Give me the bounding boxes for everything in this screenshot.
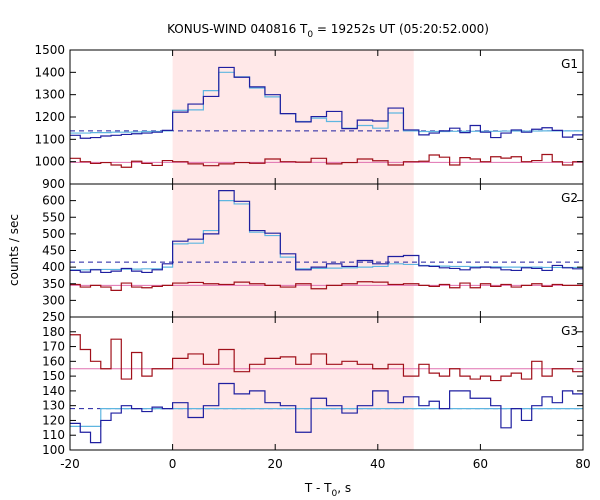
g3-ytick-label: 170 — [42, 340, 65, 354]
plot-layer: 900100011001200130014001500G125030035040… — [34, 43, 590, 471]
x-axis-label-main: T - T — [304, 481, 332, 495]
g1-ytick-label: 1100 — [34, 132, 65, 146]
g3-ytick-label: 150 — [42, 369, 65, 383]
g1-ytick-label: 1500 — [34, 43, 65, 57]
g2-ytick-label: 300 — [42, 293, 65, 307]
g3-frame — [69, 316, 584, 451]
y-axis-label: counts / sec — [7, 214, 21, 286]
xtick-label: 40 — [370, 457, 385, 471]
panel-label-g3: G3 — [561, 324, 578, 338]
g2-ytick-label: 350 — [42, 277, 65, 291]
g1-ytick-label: 1300 — [34, 88, 65, 102]
g3-ytick-label: 130 — [42, 399, 65, 413]
xtick-label: -20 — [60, 457, 80, 471]
g3-ytick-label: 100 — [42, 443, 65, 457]
x-axis-label-rest: , s — [337, 481, 351, 495]
chart-title-main: KONUS-WIND 040816 T — [167, 22, 308, 36]
xtick-label: 20 — [268, 457, 283, 471]
chart-title: KONUS-WIND 040816 T0 = 19252s UT (05:20:… — [167, 22, 489, 40]
g2-ytick-label: 450 — [42, 244, 65, 258]
g3-background-counts-series — [70, 334, 583, 382]
g3-signal-series — [70, 382, 583, 444]
g1-signal-series — [70, 66, 583, 139]
g2-ytick-label: 250 — [42, 310, 65, 324]
xtick-label: 0 — [169, 457, 177, 471]
xtick-label: 80 — [575, 457, 590, 471]
g1-ytick-label: 1400 — [34, 65, 65, 79]
panel-g2: 250 300 350 400 450 500 550 600 G2 — [42, 183, 584, 324]
g2-signal-series — [70, 190, 583, 274]
panel-g1: 900 1000 1100 1200 1300 1400 1500 G1 — [34, 43, 584, 191]
chart-title-subscript: 0 — [307, 30, 313, 40]
g1-ytick-label: 1200 — [34, 110, 65, 124]
g3-ytick-label: 140 — [42, 384, 65, 398]
x-axis-label-subscript: 0 — [332, 489, 338, 499]
g2-background-counts-series — [70, 281, 583, 291]
xtick-label: 60 — [473, 457, 488, 471]
panel-label-g2: G2 — [561, 191, 578, 205]
x-axis-label: T - T0, s — [304, 481, 351, 499]
g2-ytick-label: 550 — [42, 210, 65, 224]
g2-ytick-label: 500 — [42, 227, 65, 241]
burst-interval-highlight — [172, 50, 414, 450]
g3-ytick-label: 180 — [42, 325, 65, 339]
g2-ytick-label: 400 — [42, 260, 65, 274]
chart-title-rest: = 19252s UT (05:20:52.000) — [313, 22, 489, 36]
g1-ytick-label: 900 — [42, 177, 65, 191]
g3-ytick-label: 160 — [42, 354, 65, 368]
g3-ytick-label: 110 — [42, 428, 65, 442]
g2-ytick-label: 600 — [42, 194, 65, 208]
g3-ytick-label: 120 — [42, 413, 65, 427]
g1-ytick-label: 1000 — [34, 155, 65, 169]
panel-label-g1: G1 — [561, 57, 578, 71]
g1-background-counts-series — [70, 153, 583, 168]
